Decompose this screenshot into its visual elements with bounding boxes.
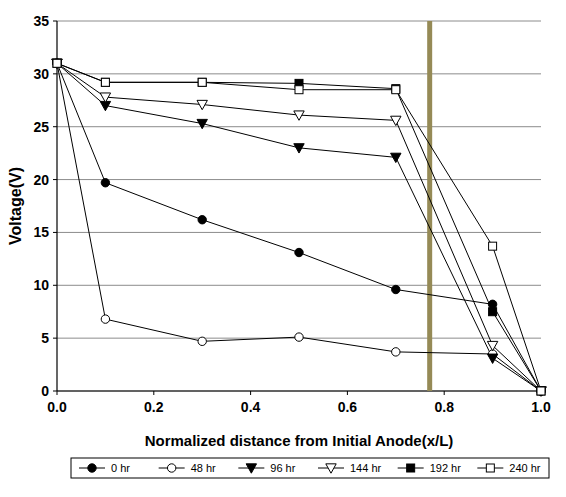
point <box>392 285 400 293</box>
point <box>392 348 400 356</box>
y-tick-label: 10 <box>33 277 49 293</box>
point <box>392 86 400 94</box>
point <box>100 93 110 102</box>
grid-line <box>57 285 541 286</box>
legend-box <box>71 458 549 478</box>
y-tick-label: 0 <box>41 383 49 399</box>
x-axis <box>57 390 541 391</box>
point <box>197 100 207 109</box>
point <box>294 144 304 153</box>
x-tick-label: 0.0 <box>47 399 67 415</box>
grid-line <box>57 232 541 233</box>
grid-line <box>57 73 541 74</box>
point <box>487 341 497 350</box>
point <box>391 116 401 125</box>
point <box>101 179 109 187</box>
x-tick-label: 0.6 <box>338 399 358 415</box>
point <box>101 78 109 86</box>
point <box>52 59 62 68</box>
point <box>197 119 207 128</box>
legend-label: 240 hr <box>509 462 541 474</box>
point <box>536 387 546 396</box>
point <box>198 78 206 86</box>
legend-marker <box>407 464 415 472</box>
series-line <box>57 63 541 391</box>
point <box>101 315 109 323</box>
legend: 0 hr 48 hr 96 hr 144 hr 192 hr 240 hr <box>71 458 549 478</box>
legend-label: 96 hr <box>270 462 295 474</box>
point <box>101 78 109 86</box>
legend-marker <box>326 464 336 473</box>
point <box>198 78 206 86</box>
point <box>53 59 61 67</box>
y-axis-label: Voltage(V) <box>7 167 24 245</box>
y-tick-label: 35 <box>33 13 49 29</box>
y-axis <box>56 21 57 391</box>
point <box>537 387 545 395</box>
series-line <box>57 63 541 391</box>
point <box>537 387 545 395</box>
grid-line <box>57 179 541 180</box>
point <box>537 387 545 395</box>
y-tick-label: 15 <box>33 224 49 240</box>
point <box>198 216 206 224</box>
series-line <box>57 63 541 391</box>
point <box>537 387 545 395</box>
x-tick-label: 1.0 <box>531 399 551 415</box>
legend-marker <box>167 464 175 472</box>
chart: 0 5 10 15 20 25 30 35 0.0 0.2 0.4 0.6 0.8 1.0 Normaliz… <box>0 0 566 497</box>
grid-line <box>57 126 541 127</box>
legend-label: 144 hr <box>350 462 382 474</box>
point <box>487 354 497 363</box>
x-tick-label: 0.8 <box>434 399 454 415</box>
x-axis-label: Normalized distance from Initial Anode(x… <box>145 432 454 449</box>
legend-marker <box>88 464 96 472</box>
grid-line <box>57 21 541 22</box>
point <box>53 59 61 67</box>
plot-area <box>52 21 546 396</box>
series-line <box>57 63 541 391</box>
point <box>295 248 303 256</box>
series-line <box>57 63 541 391</box>
point <box>53 59 61 67</box>
point <box>295 86 303 94</box>
point <box>52 59 62 68</box>
series-line <box>57 63 541 391</box>
reference-line <box>427 21 432 391</box>
y-tick-label: 20 <box>33 172 49 188</box>
legend-label: 48 hr <box>191 462 216 474</box>
point <box>489 308 497 316</box>
legend-label: 192 hr <box>430 462 462 474</box>
point <box>198 337 206 345</box>
point <box>295 333 303 341</box>
x-tick-label: 0.2 <box>144 399 164 415</box>
legend-label: 0 hr <box>111 462 130 474</box>
y-tick-label: 5 <box>41 330 49 346</box>
point <box>391 153 401 162</box>
legend-marker <box>246 464 256 473</box>
point <box>53 59 61 67</box>
y-tick-label: 30 <box>33 66 49 82</box>
y-tick-label: 25 <box>33 119 49 135</box>
point <box>489 242 497 250</box>
point <box>536 387 546 396</box>
x-tick-label: 0.4 <box>241 399 261 415</box>
legend-marker <box>486 464 494 472</box>
grid-line <box>57 391 541 392</box>
point <box>294 111 304 120</box>
